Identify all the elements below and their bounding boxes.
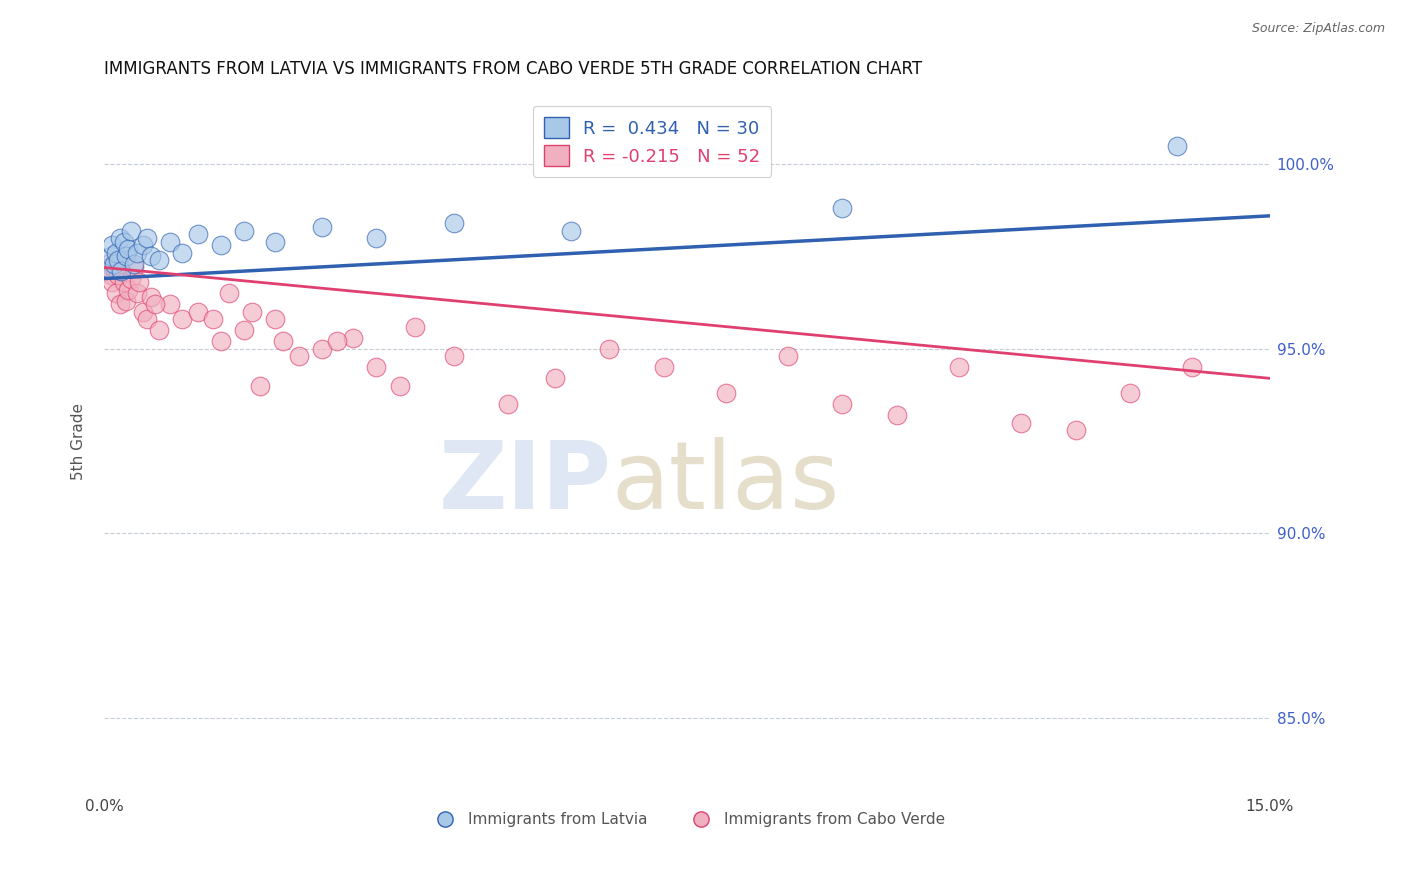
Point [209,238,232,252]
Point [186,305,208,319]
Point [264,235,287,249]
Point [652,360,675,375]
Point [112,275,135,289]
Point [104,245,127,260]
Point [560,224,582,238]
Point [125,245,148,260]
Point [110,264,132,278]
Point [233,323,256,337]
Point [886,409,908,423]
Text: Source: ZipAtlas.com: Source: ZipAtlas.com [1251,22,1385,36]
Point [122,260,145,275]
Legend: Immigrants from Latvia, Immigrants from Cabo Verde: Immigrants from Latvia, Immigrants from … [423,806,950,833]
Point [159,297,181,311]
Point [249,378,271,392]
Point [115,250,138,264]
Point [148,253,170,268]
Text: ZIP: ZIP [439,437,612,529]
Point [326,334,349,349]
Point [100,250,122,264]
Point [97,257,120,271]
Point [366,360,388,375]
Point [264,312,287,326]
Point [404,319,426,334]
Point [139,290,162,304]
Point [778,349,800,363]
Point [128,275,150,289]
Point [103,260,125,275]
Point [136,312,159,326]
Point [388,378,411,392]
Point [1119,386,1142,401]
Point [115,293,138,308]
Point [831,397,853,411]
Point [117,283,139,297]
Point [110,264,132,278]
Point [121,271,143,285]
Point [311,219,333,234]
Point [544,371,567,385]
Point [108,297,131,311]
Point [443,349,465,363]
Point [103,257,125,271]
Point [831,202,853,216]
Point [1181,360,1204,375]
Point [170,245,193,260]
Point [240,305,263,319]
Point [159,235,181,249]
Point [107,253,129,268]
Point [1064,423,1087,437]
Point [218,286,240,301]
Point [148,323,170,337]
Point [100,268,122,282]
Point [1166,138,1188,153]
Point [139,250,162,264]
Point [101,238,124,252]
Point [136,231,159,245]
Point [104,286,127,301]
Point [714,386,737,401]
Point [143,297,166,311]
Point [112,235,135,249]
Point [598,342,620,356]
Point [121,224,143,238]
Point [209,334,232,349]
Point [132,238,155,252]
Point [1010,416,1032,430]
Point [108,231,131,245]
Point [233,224,256,238]
Point [170,312,193,326]
Point [366,231,388,245]
Text: atlas: atlas [612,437,839,529]
Point [97,260,120,275]
Point [132,305,155,319]
Point [101,275,124,289]
Point [117,242,139,256]
Point [498,397,520,411]
Point [107,268,129,282]
Point [122,257,145,271]
Point [948,360,970,375]
Y-axis label: 5th Grade: 5th Grade [72,402,86,480]
Point [271,334,294,349]
Point [311,342,333,356]
Point [125,286,148,301]
Point [287,349,309,363]
Point [202,312,225,326]
Text: IMMIGRANTS FROM LATVIA VS IMMIGRANTS FROM CABO VERDE 5TH GRADE CORRELATION CHART: IMMIGRANTS FROM LATVIA VS IMMIGRANTS FRO… [104,60,922,78]
Point [342,331,364,345]
Point [186,227,208,242]
Point [443,216,465,230]
